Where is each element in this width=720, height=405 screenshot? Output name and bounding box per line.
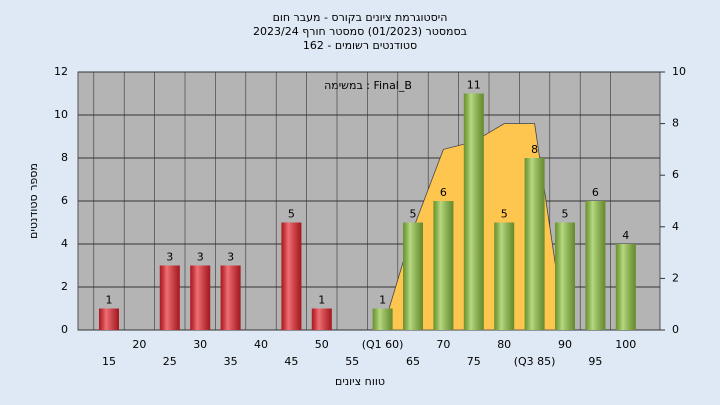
data-label: 5 <box>288 208 295 221</box>
data-label: 1 <box>106 294 113 307</box>
bar-shade <box>159 265 180 330</box>
x-tick-label: (Q1 60) <box>362 338 404 351</box>
chart-title: היסטוגרמת ציונים בקורס - מעבר חום <box>273 11 448 24</box>
y2-tick-label: 4 <box>672 220 679 233</box>
x-tick-label: 65 <box>406 355 420 368</box>
bar-shade <box>555 222 575 330</box>
y-tick-label: 0 <box>61 323 68 336</box>
annotation: במשימה : Final_B <box>324 79 412 92</box>
bar-shade <box>403 222 423 330</box>
bar-shade <box>372 308 393 330</box>
x-axis-label: טווח ציונים <box>335 375 385 388</box>
y-tick-label: 12 <box>54 65 68 78</box>
bar-shade <box>220 265 241 330</box>
y-axis-label: מספר סטודנטים <box>27 163 40 239</box>
bar-shade <box>190 265 211 330</box>
x-tick-label: 35 <box>224 355 238 368</box>
x-tick-label: 70 <box>436 338 450 351</box>
bar-shade <box>281 222 302 330</box>
x-tick-label: 50 <box>315 338 329 351</box>
data-label: 1 <box>379 294 386 307</box>
chart-subtitle: סטודנטים רשומים - 162 <box>303 39 417 52</box>
bar-shade <box>494 222 515 330</box>
bar-shade <box>463 93 484 330</box>
y-tick-label: 6 <box>61 194 68 207</box>
data-label: 4 <box>622 229 629 242</box>
bar-shade <box>585 201 606 330</box>
y2-tick-label: 10 <box>672 65 686 78</box>
y2-tick-label: 0 <box>672 323 679 336</box>
data-label: 8 <box>531 143 538 156</box>
x-tick-label: 80 <box>497 338 511 351</box>
bar-shade <box>433 201 454 330</box>
data-label: 5 <box>562 208 569 221</box>
data-label: 5 <box>501 208 508 221</box>
x-tick-label: 20 <box>132 338 146 351</box>
data-label: 3 <box>227 251 234 264</box>
data-label: 11 <box>467 79 481 92</box>
data-label: 6 <box>592 186 599 199</box>
x-tick-label: 90 <box>558 338 572 351</box>
bar-shade <box>311 308 332 330</box>
x-tick-label: 25 <box>163 355 177 368</box>
x-tick-label: 100 <box>615 338 636 351</box>
y-tick-label: 4 <box>61 237 68 250</box>
data-label: 3 <box>197 251 204 264</box>
chart-subtitle: בסמסטר (01/2023) סמסטר חורף 2023/24 <box>253 25 467 38</box>
x-tick-label: 45 <box>284 355 298 368</box>
x-tick-label: 75 <box>467 355 481 368</box>
x-tick-label: 95 <box>588 355 602 368</box>
data-label: 6 <box>440 186 447 199</box>
y2-tick-label: 2 <box>672 271 679 284</box>
x-tick-label: 55 <box>345 355 359 368</box>
y-tick-label: 8 <box>61 151 68 164</box>
bar-shade <box>524 158 545 330</box>
y-tick-label: 2 <box>61 280 68 293</box>
x-tick-label: 15 <box>102 355 116 368</box>
data-label: 3 <box>166 251 173 264</box>
bar-shade <box>99 308 119 330</box>
x-tick-label: 30 <box>193 338 207 351</box>
y2-tick-label: 8 <box>672 117 679 130</box>
y2-tick-label: 6 <box>672 168 679 181</box>
x-tick-label: (Q3 85) <box>514 355 556 368</box>
data-label: 1 <box>318 294 325 307</box>
x-tick-label: 40 <box>254 338 268 351</box>
bar-shade <box>615 244 636 330</box>
y-tick-label: 10 <box>54 108 68 121</box>
data-label: 5 <box>410 208 417 221</box>
